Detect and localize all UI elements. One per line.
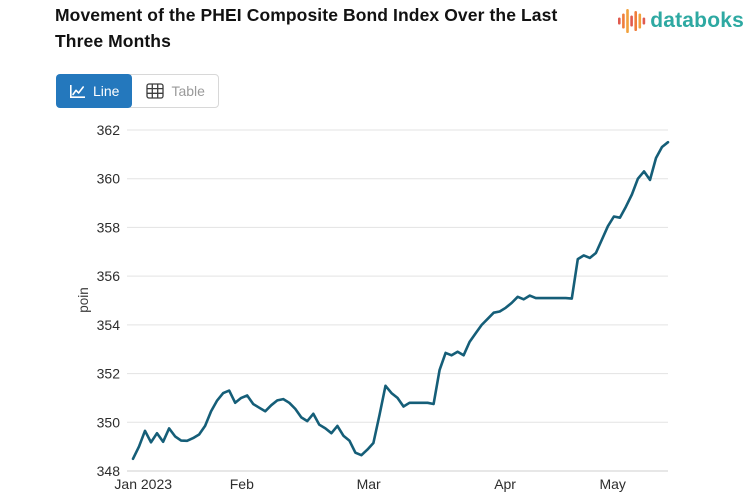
x-axis-tick-label: May <box>599 476 625 492</box>
y-axis-tick-label: 360 <box>97 171 121 187</box>
x-axis-tick-label: Jan 2023 <box>114 476 172 492</box>
bond-index-series-line[interactable] <box>131 140 670 461</box>
x-axis-tick-label: Apr <box>494 476 516 492</box>
table-icon <box>146 83 165 99</box>
line-view-button[interactable]: Line <box>56 74 133 108</box>
y-axis-tick-label: 354 <box>97 317 121 333</box>
x-axis-tick-label: Mar <box>357 476 381 492</box>
y-axis-title: poin <box>76 287 91 313</box>
y-axis-tick-label: 352 <box>97 366 121 382</box>
logo-bar <box>638 13 642 29</box>
y-axis-tick-label: 362 <box>97 122 121 138</box>
databoks-logo-icon <box>618 9 646 33</box>
line-chart-icon <box>70 84 85 98</box>
view-toggle: Line Table <box>56 74 219 108</box>
logo-bar <box>634 11 638 31</box>
y-axis-tick-label: 358 <box>97 219 121 235</box>
logo-bar <box>630 15 634 27</box>
logo-bar <box>622 13 625 29</box>
table-view-button[interactable]: Table <box>130 74 219 108</box>
databoks-logo: databoks <box>617 7 744 35</box>
logo-bar <box>626 9 630 33</box>
x-axis-tick-label: Feb <box>230 476 254 492</box>
y-axis-tick-label: 348 <box>97 463 121 479</box>
table-view-label: Table <box>171 83 205 99</box>
databoks-logo-text: databoks <box>650 9 744 32</box>
y-axis-tick-label: 350 <box>97 414 121 430</box>
logo-bar <box>618 17 621 25</box>
logo-bar <box>642 17 646 25</box>
line-view-label: Line <box>93 83 120 99</box>
page-title: Movement of the PHEI Composite Bond Inde… <box>55 5 558 51</box>
y-axis-tick-label: 356 <box>97 268 121 284</box>
